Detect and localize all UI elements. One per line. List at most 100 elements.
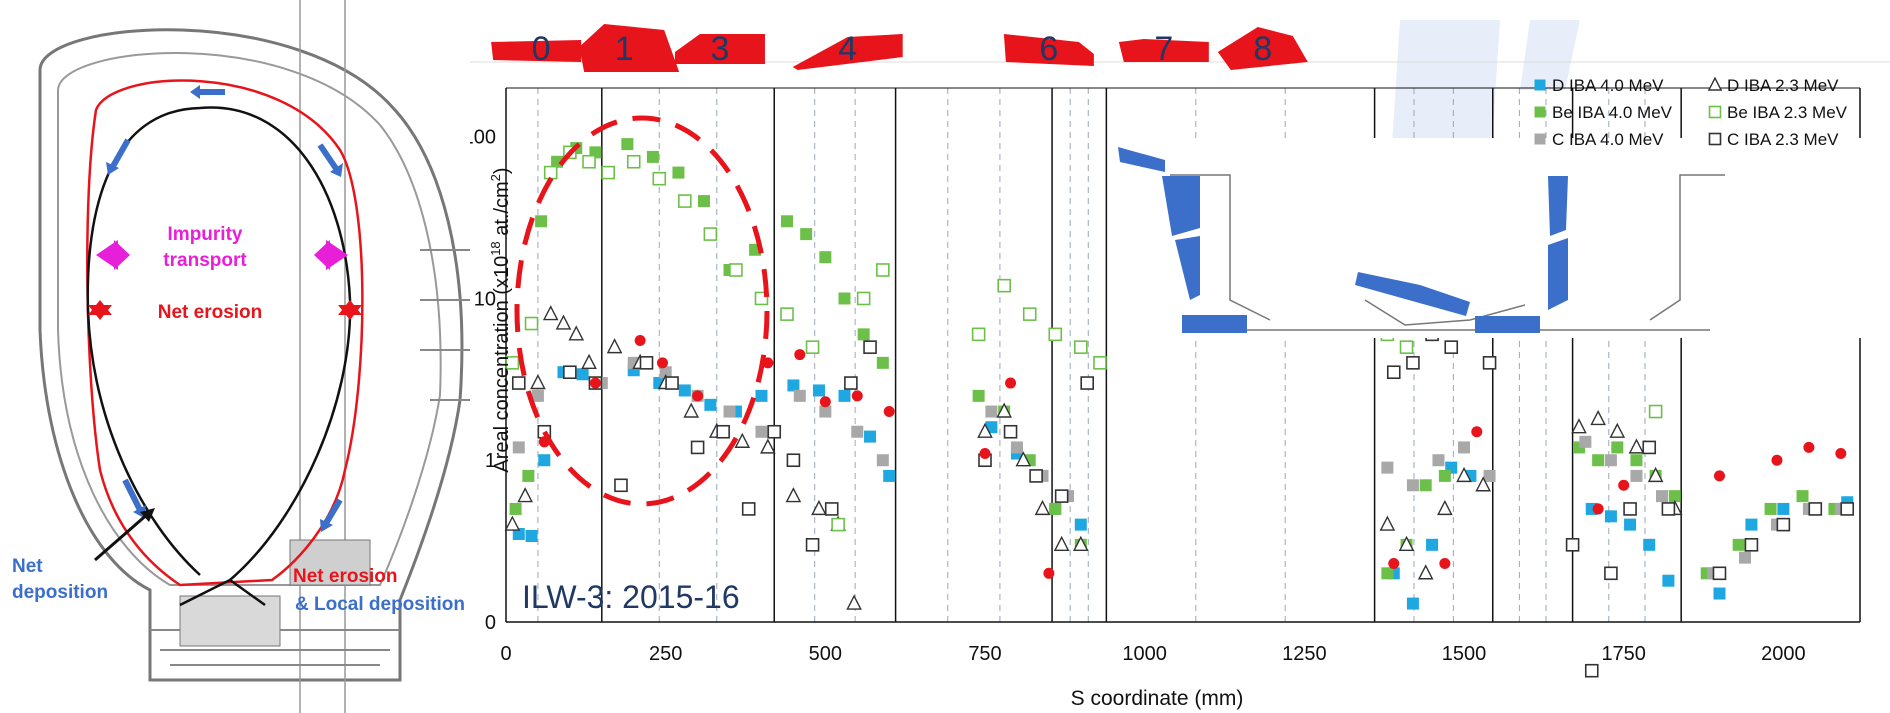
data-point [1080,376,1094,390]
data-point [504,515,521,531]
data-point [704,398,717,411]
data-point [1398,535,1415,551]
data-point [811,499,827,516]
data-point [794,349,806,361]
tile-label: 0 [532,30,551,68]
data-point [646,150,659,163]
data-point [665,376,679,390]
data-point [755,425,768,438]
data-point [1611,441,1624,454]
data-point [1776,517,1791,532]
data-point [601,165,615,180]
data-point [1712,566,1727,581]
data-point [800,228,813,241]
data-point [555,314,572,330]
data-point [551,155,564,168]
data-point [760,438,776,454]
data-point [1777,502,1790,515]
data-point [690,440,705,455]
data-point [626,154,641,169]
data-point [535,215,548,228]
data-point [512,527,525,540]
tokamak-cross-section: Impurity transport Net erosion Net deposit… [12,0,470,713]
x-tick-label: 500 [809,643,842,665]
data-point [1534,106,1546,118]
data-point [1074,518,1087,531]
data-point [1475,476,1491,492]
data-point [639,356,654,370]
data-point [659,366,672,379]
tile-icon [1217,27,1308,70]
data-point [977,422,993,438]
data-point [1048,327,1063,342]
net-erosion-bottom-label: Net erosion [293,566,398,587]
data-point [844,376,858,390]
data-point [846,594,862,610]
data-point [1093,356,1107,370]
data-point [524,316,539,331]
data-point [1623,502,1637,516]
data-point [1406,479,1419,492]
data-point [819,405,832,418]
data-point [851,390,863,402]
data-point [678,384,691,397]
data-point [517,487,533,503]
data-point [672,166,685,179]
data-point [1630,469,1643,482]
x-tick-label: 250 [649,643,682,665]
data-point [729,263,743,277]
data-point [1808,502,1823,516]
vessel-walls [38,0,470,713]
data-point [831,517,845,532]
data-point [1399,340,1414,354]
data-point [1609,422,1626,438]
data-point [1003,424,1018,439]
data-point [1426,538,1439,551]
data-point [678,194,692,208]
data-point [1708,105,1722,119]
data-point [876,263,890,277]
data-point [1642,440,1657,455]
tile-label: 7 [1154,30,1173,68]
data-point [512,441,525,454]
tile-label: 6 [1039,30,1058,68]
data-point [805,538,820,552]
data-point [1744,538,1759,552]
data-point [1604,566,1618,581]
tile-icon [1003,34,1094,66]
net-deposition-label: Net deposition [12,556,108,603]
data-point [1381,567,1394,580]
data-point [606,338,623,354]
data-point [1647,466,1664,483]
data-point [864,430,877,443]
data-point [1010,441,1023,454]
y-tick-label: 100 [470,127,496,149]
data-point [582,154,596,169]
y-axis-label: Areal concentration (x1018 at./cm2) [488,167,513,472]
legend-label: D IBA 4.0 MeV [1552,76,1664,95]
data-point [1739,551,1752,564]
tile-icon [674,34,765,64]
data-point [542,305,559,321]
data-point [1618,479,1630,491]
data-point [1708,132,1722,146]
legend-label: Be IBA 4.0 MeV [1552,103,1673,122]
legend-label: D IBA 2.3 MeV [1727,76,1839,95]
data-point [522,469,535,482]
data-point [734,432,751,448]
data-point [876,454,889,467]
data-point [1419,479,1432,492]
data-point [1381,461,1394,474]
x-axis-label: S coordinate (mm) [1071,687,1244,710]
y-tick-label: 10 [474,288,496,310]
data-point [1406,597,1419,610]
data-point [1835,448,1847,460]
data-point [1628,438,1645,454]
data-point [787,379,800,392]
data-point [883,469,896,482]
data-point [563,365,577,380]
data-point [812,384,825,397]
deposition-pointer-arrow [94,510,151,562]
tile-icon [1118,39,1209,62]
